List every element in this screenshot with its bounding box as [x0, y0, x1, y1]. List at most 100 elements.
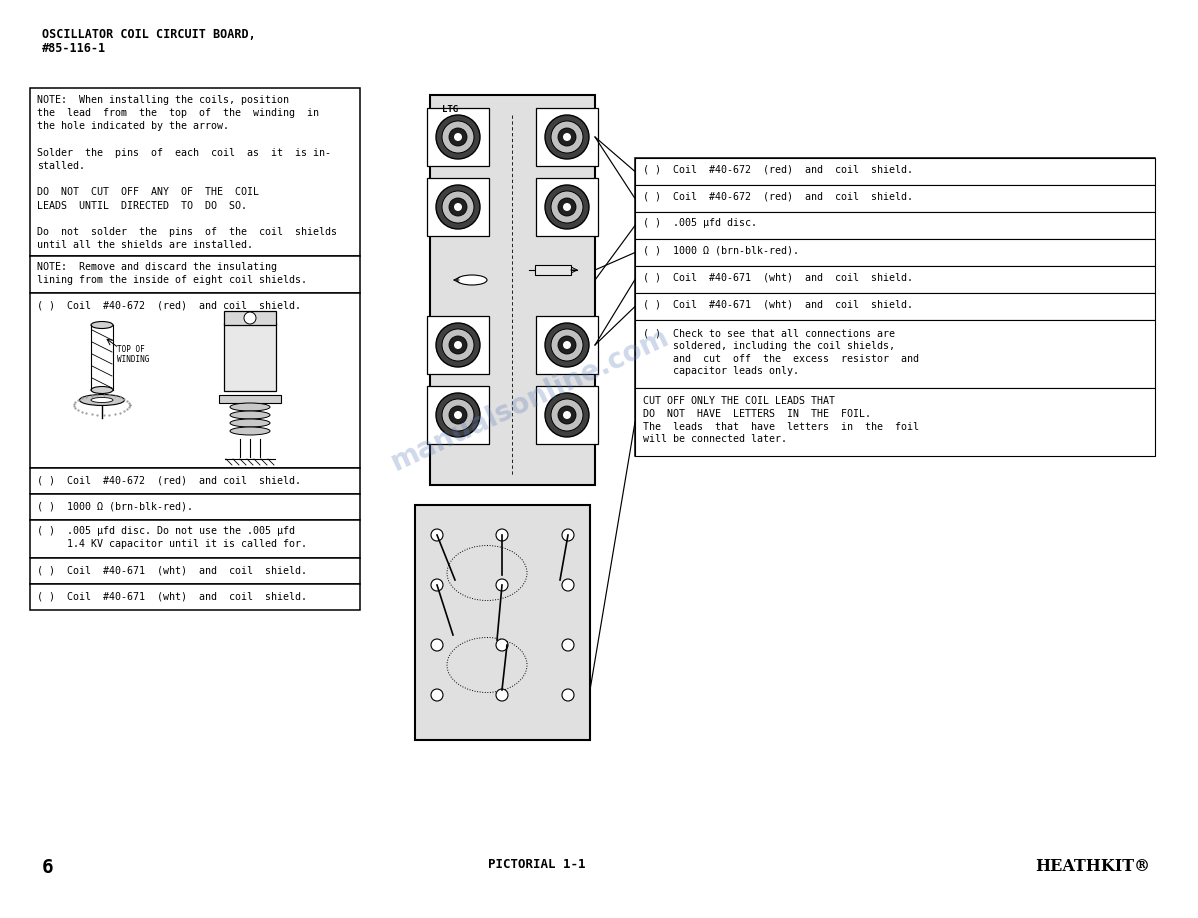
Circle shape [431, 639, 443, 651]
Bar [426, 108, 489, 166]
Ellipse shape [79, 395, 125, 406]
Circle shape [442, 399, 474, 431]
Bar [426, 386, 489, 444]
Text: HEATHKIT®: HEATHKIT® [1035, 858, 1150, 875]
Bar [635, 158, 1155, 185]
Circle shape [551, 191, 583, 223]
Circle shape [545, 393, 589, 437]
Bar [536, 316, 598, 374]
Circle shape [431, 579, 443, 591]
Text: ( )  Coil  #40-672  (red)  and coil  shield.: ( ) Coil #40-672 (red) and coil shield. [37, 300, 301, 310]
Circle shape [496, 529, 508, 541]
Circle shape [449, 198, 467, 216]
Circle shape [442, 121, 474, 153]
Text: ( )  Coil  #40-671  (wht)  and  coil  shield.: ( ) Coil #40-671 (wht) and coil shield. [643, 299, 913, 309]
Circle shape [442, 191, 474, 223]
Circle shape [454, 133, 462, 141]
Text: ( )  Coil  #40-672  (red)  and  coil  shield.: ( ) Coil #40-672 (red) and coil shield. [643, 164, 913, 174]
Circle shape [562, 579, 574, 591]
Circle shape [562, 689, 574, 701]
Bar [224, 311, 276, 325]
Bar [635, 158, 1155, 456]
Bar [426, 316, 489, 374]
Text: TOP OF
WINDING: TOP OF WINDING [117, 345, 150, 364]
Text: ( )  Coil  #40-671  (wht)  and  coil  shield.: ( ) Coil #40-671 (wht) and coil shield. [37, 591, 307, 601]
Ellipse shape [230, 411, 270, 419]
Bar [635, 212, 1155, 239]
Text: ( )  1000 Ω (brn-blk-red).: ( ) 1000 Ω (brn-blk-red). [643, 245, 799, 255]
Text: NOTE:  When installing the coils, position
the  lead  from  the  top  of  the  w: NOTE: When installing the coils, positio… [37, 95, 337, 251]
Text: ( )  Coil  #40-671  (wht)  and  coil  shield.: ( ) Coil #40-671 (wht) and coil shield. [643, 272, 913, 282]
Circle shape [431, 689, 443, 701]
Circle shape [431, 529, 443, 541]
Circle shape [436, 323, 480, 367]
Text: #85-116-1: #85-116-1 [42, 42, 107, 55]
Circle shape [551, 121, 583, 153]
Bar [30, 468, 361, 494]
Bar [536, 108, 598, 166]
Bar [536, 265, 571, 275]
Ellipse shape [456, 275, 488, 285]
Bar [30, 494, 361, 520]
Ellipse shape [230, 427, 270, 435]
Ellipse shape [230, 419, 270, 427]
Text: PICTORIAL 1-1: PICTORIAL 1-1 [489, 858, 586, 871]
Bar [219, 395, 282, 403]
Bar [30, 558, 361, 584]
Bar [30, 88, 361, 256]
Circle shape [558, 406, 576, 424]
Circle shape [551, 399, 583, 431]
Circle shape [449, 128, 467, 146]
Bar [635, 239, 1155, 266]
Circle shape [496, 579, 508, 591]
Bar [536, 178, 598, 236]
Text: NOTE:  Remove and discard the insulating
lining from the inside of eight coil sh: NOTE: Remove and discard the insulating … [37, 262, 307, 285]
Circle shape [545, 323, 589, 367]
Bar [635, 293, 1155, 320]
Circle shape [454, 411, 462, 419]
Circle shape [436, 115, 480, 159]
Circle shape [563, 133, 571, 141]
Circle shape [545, 185, 589, 229]
Ellipse shape [91, 397, 113, 402]
Bar [426, 178, 489, 236]
Circle shape [244, 312, 256, 324]
Bar [430, 95, 595, 485]
Text: CUT OFF ONLY THE COIL LEADS THAT
DO  NOT  HAVE  LETTERS  IN  THE  FOIL.
The  lea: CUT OFF ONLY THE COIL LEADS THAT DO NOT … [643, 396, 919, 444]
Bar [635, 388, 1155, 456]
Circle shape [545, 115, 589, 159]
Bar [635, 266, 1155, 293]
Circle shape [563, 411, 571, 419]
Text: ( )  .005 μfd disc. Do not use the .005 μfd
     1.4 KV capacitor until it is ca: ( ) .005 μfd disc. Do not use the .005 μ… [37, 526, 307, 549]
Bar [30, 256, 361, 293]
Circle shape [449, 406, 467, 424]
Text: ( )  Check to see that all connections are
     soldered, including the coil shi: ( ) Check to see that all connections ar… [643, 328, 919, 376]
Circle shape [563, 203, 571, 211]
Bar [30, 584, 361, 610]
Text: ( )  1000 Ω (brn-blk-red).: ( ) 1000 Ω (brn-blk-red). [37, 501, 193, 511]
Text: 6: 6 [42, 858, 54, 877]
Circle shape [551, 329, 583, 361]
Bar [30, 520, 361, 558]
Circle shape [496, 689, 508, 701]
Circle shape [563, 341, 571, 349]
Bar [635, 320, 1155, 388]
Circle shape [454, 203, 462, 211]
Ellipse shape [91, 321, 113, 329]
Circle shape [558, 336, 576, 354]
Circle shape [558, 128, 576, 146]
Bar [415, 505, 589, 740]
Circle shape [562, 639, 574, 651]
Text: ( )  Coil  #40-672  (red)  and coil  shield.: ( ) Coil #40-672 (red) and coil shield. [37, 475, 301, 485]
Text: manualsonline.com: manualsonline.com [387, 323, 673, 476]
Circle shape [442, 329, 474, 361]
Circle shape [558, 198, 576, 216]
Circle shape [496, 639, 508, 651]
Circle shape [449, 336, 467, 354]
Circle shape [562, 529, 574, 541]
Circle shape [454, 341, 462, 349]
Text: OSCILLATOR COIL CIRCUIT BOARD,: OSCILLATOR COIL CIRCUIT BOARD, [42, 28, 255, 41]
Text: LTG: LTG [442, 105, 458, 114]
Bar [30, 293, 361, 468]
Text: ( )  Coil  #40-671  (wht)  and  coil  shield.: ( ) Coil #40-671 (wht) and coil shield. [37, 565, 307, 575]
